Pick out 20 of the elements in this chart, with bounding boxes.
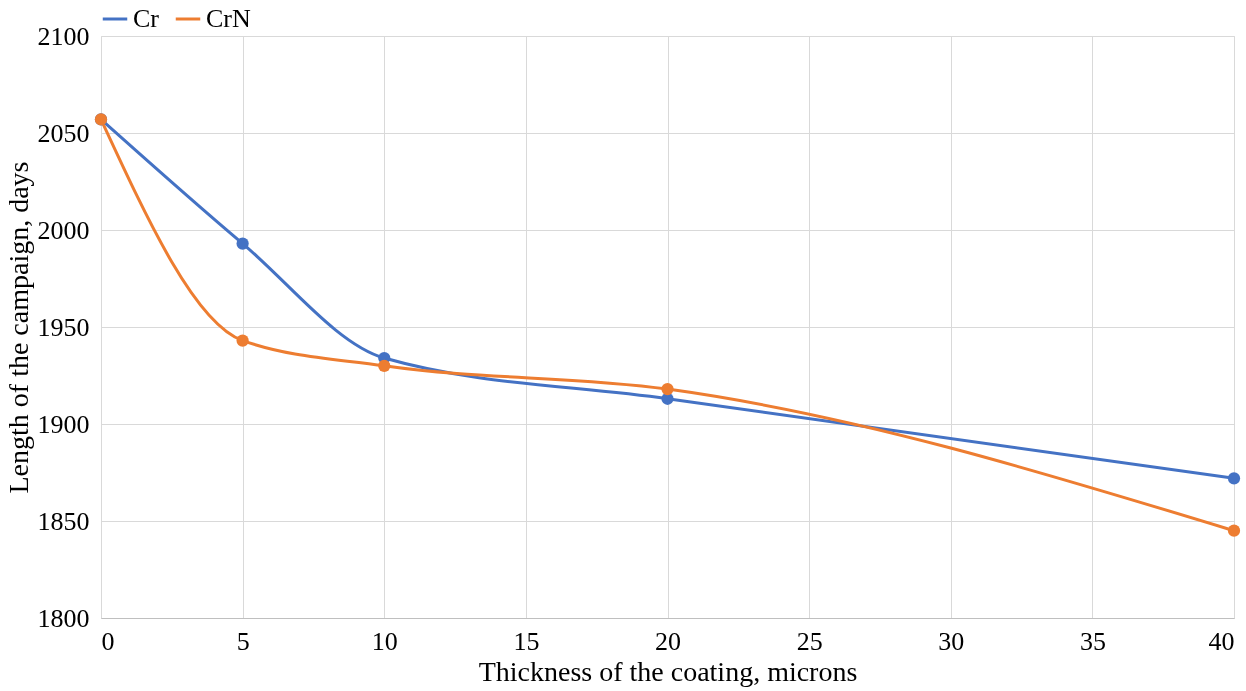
x-axis-title: Thickness of the coating, microns <box>478 655 858 687</box>
y-axis-title: Length of the campaign, days <box>2 161 34 494</box>
y-tick-label: 2100 <box>37 21 90 51</box>
y-tick-label: 1850 <box>37 506 90 536</box>
x-tick-label: 15 <box>513 626 540 656</box>
y-tick-label: 1800 <box>37 603 90 633</box>
y-tick-label: 2050 <box>37 118 90 148</box>
y-tick-label: 1950 <box>37 312 90 342</box>
y-tick-label: 1900 <box>37 409 90 439</box>
x-tick-label: 35 <box>1079 626 1106 656</box>
x-tick-label: 40 <box>1208 626 1235 656</box>
x-tick-label: 30 <box>938 626 965 656</box>
x-tick-label: 0 <box>101 626 115 656</box>
legend-label: CrN <box>206 4 251 33</box>
x-tick-label: 25 <box>796 626 823 656</box>
legend-label: Cr <box>133 4 160 33</box>
y-tick-label: 2000 <box>37 215 90 245</box>
x-tick-label: 10 <box>371 626 398 656</box>
x-tick-label: 5 <box>236 626 250 656</box>
x-tick-label: 20 <box>655 626 681 656</box>
